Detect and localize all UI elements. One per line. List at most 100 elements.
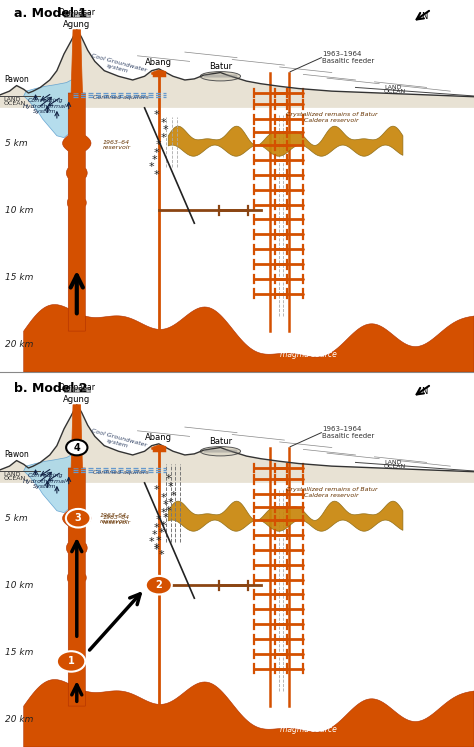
Text: *: * xyxy=(158,551,164,560)
Text: Crystallized remains of Batur
Caldera reservoir: Crystallized remains of Batur Caldera re… xyxy=(286,112,378,123)
Text: 1963–64
reservoir: 1963–64 reservoir xyxy=(103,140,131,150)
Text: *: * xyxy=(154,486,159,495)
Text: 10 km: 10 km xyxy=(5,205,33,214)
Text: Denpasar: Denpasar xyxy=(58,382,95,391)
Text: Cool Groundwater
system: Cool Groundwater system xyxy=(90,53,147,78)
Text: 1963–1964
Basaltic feeder: 1963–1964 Basaltic feeder xyxy=(322,426,374,439)
Text: *: * xyxy=(156,536,162,545)
Text: *: * xyxy=(151,530,157,540)
Polygon shape xyxy=(63,468,91,706)
Polygon shape xyxy=(152,70,166,75)
Text: 15 km: 15 km xyxy=(5,273,33,282)
Text: *: * xyxy=(149,537,155,548)
Text: LAND: LAND xyxy=(384,85,401,90)
Polygon shape xyxy=(24,305,474,372)
Text: 4: 4 xyxy=(73,442,80,453)
Text: OCEAN: OCEAN xyxy=(384,89,406,94)
Text: Convecting
Hydrothermal
System: Convecting Hydrothermal System xyxy=(23,473,67,489)
Text: LAND: LAND xyxy=(384,460,401,465)
Text: Confined aquifers: Confined aquifers xyxy=(93,95,149,100)
Text: *: * xyxy=(163,500,169,510)
Text: N: N xyxy=(421,387,428,396)
Text: *: * xyxy=(161,508,166,518)
Text: *: * xyxy=(154,111,159,120)
Text: *: * xyxy=(156,515,162,525)
Text: Abang: Abang xyxy=(146,433,172,442)
Text: 1963–1964
Basaltic feeder: 1963–1964 Basaltic feeder xyxy=(322,51,374,64)
Polygon shape xyxy=(24,680,474,747)
Text: Batur: Batur xyxy=(209,62,232,71)
Text: *: * xyxy=(163,513,169,523)
Text: 10 km: 10 km xyxy=(5,580,33,589)
Text: *: * xyxy=(165,506,171,515)
Text: *: * xyxy=(168,498,173,509)
Ellipse shape xyxy=(201,447,241,456)
Text: *: * xyxy=(151,155,157,165)
Text: 1963–64
reservoir: 1963–64 reservoir xyxy=(103,515,131,525)
Text: *: * xyxy=(158,528,164,538)
Text: *: * xyxy=(161,521,166,530)
Text: OCEAN: OCEAN xyxy=(384,464,406,469)
Text: *: * xyxy=(161,118,166,128)
Text: *: * xyxy=(154,543,159,553)
Text: 20 km: 20 km xyxy=(5,715,33,724)
Polygon shape xyxy=(168,126,403,156)
Bar xyxy=(64,387,90,391)
Polygon shape xyxy=(24,447,82,512)
Text: *: * xyxy=(165,474,171,484)
Polygon shape xyxy=(71,30,82,93)
Polygon shape xyxy=(71,405,82,468)
Polygon shape xyxy=(152,445,166,450)
Ellipse shape xyxy=(66,509,91,527)
Text: Denpasar: Denpasar xyxy=(58,7,95,16)
Text: 2: 2 xyxy=(155,580,162,590)
Text: 5 km: 5 km xyxy=(5,139,27,148)
Text: 1963–64
reservoir: 1963–64 reservoir xyxy=(100,513,128,524)
Text: 1: 1 xyxy=(68,657,74,666)
Text: *: * xyxy=(154,147,159,158)
Text: b. Model 2: b. Model 2 xyxy=(14,382,88,394)
Polygon shape xyxy=(24,72,82,137)
Text: Confined aquifers: Confined aquifers xyxy=(93,470,149,475)
Text: Abang: Abang xyxy=(146,58,172,67)
Text: 3: 3 xyxy=(75,513,82,523)
Polygon shape xyxy=(0,30,474,108)
Text: LAND: LAND xyxy=(4,472,21,477)
Bar xyxy=(64,12,90,16)
Text: 20 km: 20 km xyxy=(5,340,33,349)
Text: *: * xyxy=(154,545,159,555)
Polygon shape xyxy=(0,405,474,483)
Ellipse shape xyxy=(66,440,88,456)
Text: Pawon: Pawon xyxy=(4,75,29,84)
Text: *: * xyxy=(161,493,166,503)
Text: N: N xyxy=(421,12,428,21)
Text: *: * xyxy=(168,482,173,492)
Text: Agung: Agung xyxy=(63,20,91,29)
Text: 15 km: 15 km xyxy=(5,648,33,657)
Text: Lower crustal
magma source: Lower crustal magma source xyxy=(280,340,337,359)
Text: OCEAN: OCEAN xyxy=(4,476,26,481)
Text: *: * xyxy=(161,133,166,143)
Ellipse shape xyxy=(57,651,85,672)
Text: Agung: Agung xyxy=(63,395,91,404)
Text: a. Model 1: a. Model 1 xyxy=(14,7,87,19)
Text: *: * xyxy=(154,170,159,180)
Text: Lower crustal
magma source: Lower crustal magma source xyxy=(280,715,337,734)
Text: Cool Groundwater
system: Cool Groundwater system xyxy=(90,428,147,453)
Text: Batur: Batur xyxy=(209,437,232,446)
Text: *: * xyxy=(149,162,155,173)
Text: *: * xyxy=(154,522,159,533)
Polygon shape xyxy=(63,93,91,331)
Text: *: * xyxy=(170,491,176,501)
Ellipse shape xyxy=(146,576,172,595)
Text: Crystallized remains of Batur
Caldera reservoir: Crystallized remains of Batur Caldera re… xyxy=(286,487,378,498)
Text: Pawon: Pawon xyxy=(4,450,29,459)
Text: 5 km: 5 km xyxy=(5,514,27,523)
Text: *: * xyxy=(163,125,169,135)
Text: Convecting
Hydrothermal
System: Convecting Hydrothermal System xyxy=(23,98,67,114)
Ellipse shape xyxy=(201,72,241,81)
Polygon shape xyxy=(168,501,403,531)
Text: LAND: LAND xyxy=(4,97,21,102)
Text: OCEAN: OCEAN xyxy=(4,101,26,106)
Text: *: * xyxy=(156,140,162,150)
